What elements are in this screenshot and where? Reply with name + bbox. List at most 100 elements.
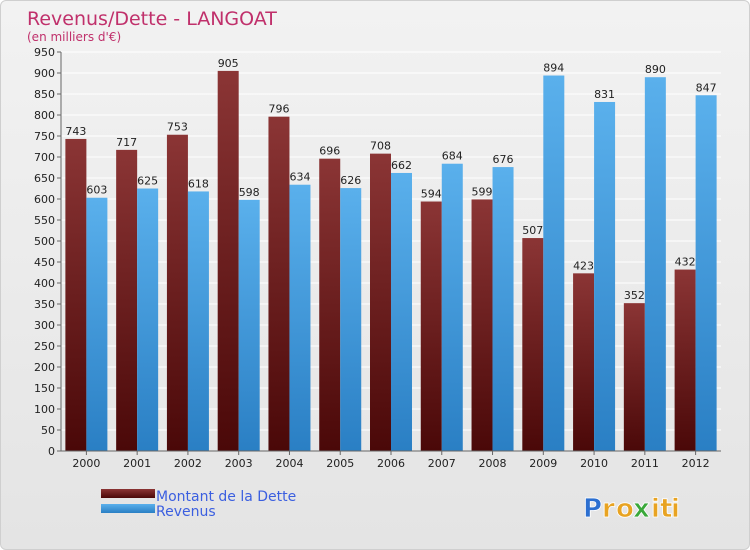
y-tick-label: 200: [34, 361, 55, 374]
bars: 7436037176257536189055987966346966267086…: [65, 57, 717, 452]
logo-letter: P: [583, 494, 602, 524]
bar-revenus: [137, 188, 159, 451]
x-tick-label: 2004: [275, 457, 303, 470]
data-label-debt: 696: [319, 145, 340, 158]
chart-subtitle: (en milliers d'€): [27, 30, 121, 44]
x-tick-label: 2009: [529, 457, 557, 470]
y-tick-label: 150: [34, 382, 55, 395]
x-tick-label: 2003: [225, 457, 253, 470]
bar-debt: [268, 116, 290, 452]
bar-revenus: [695, 95, 717, 451]
y-tick-label: 850: [34, 88, 55, 101]
y-tick-label: 300: [34, 319, 55, 332]
data-label-revenus: 894: [543, 62, 564, 75]
y-tick-label: 750: [34, 130, 55, 143]
x-tick-label: 2010: [580, 457, 608, 470]
legend-swatch-revenus: [101, 504, 155, 513]
data-label-debt: 352: [624, 289, 645, 302]
x-tick-label: 2002: [174, 457, 202, 470]
y-tick-label: 350: [34, 298, 55, 311]
data-label-debt: 753: [167, 121, 188, 134]
bar-debt: [674, 269, 696, 451]
axes: 0 50 100 150 200 250 300 350 400 450 500 550 600 650 7…: [34, 46, 721, 470]
y-tick-label: 250: [34, 340, 55, 353]
y-tick-label: 550: [34, 214, 55, 227]
legend-swatch-debt: [101, 489, 155, 498]
data-label-debt: 717: [116, 136, 137, 149]
data-label-debt: 432: [675, 256, 696, 269]
x-tick-label: 2007: [428, 457, 456, 470]
x-tick-label: 2005: [326, 457, 354, 470]
bar-revenus: [391, 172, 412, 451]
data-label-debt: 743: [65, 125, 86, 138]
bar-revenus: [86, 197, 108, 451]
x-tick-label: 2011: [631, 457, 659, 470]
data-label-revenus: 662: [391, 159, 412, 172]
data-label-revenus: 625: [137, 175, 158, 188]
bar-debt: [522, 238, 544, 451]
legend-label-revenus: Revenus: [156, 504, 216, 520]
bar-revenus: [340, 188, 362, 451]
x-tick-label: 2006: [377, 457, 405, 470]
data-label-revenus: 684: [442, 150, 463, 163]
logo-letter: i: [651, 494, 660, 524]
bar-debt: [573, 273, 595, 451]
y-tick-label: 450: [34, 256, 55, 269]
bar-debt: [65, 138, 87, 451]
logo-letter: x: [633, 494, 650, 524]
bar-revenus: [644, 77, 666, 451]
bar-debt: [370, 153, 391, 451]
legend-label-debt: Montant de la Dette: [156, 489, 296, 505]
bar-revenus: [543, 75, 565, 452]
data-label-revenus: 676: [493, 153, 514, 166]
y-tick-label: 400: [34, 277, 55, 290]
y-tick-label: 600: [34, 193, 55, 206]
data-label-revenus: 890: [645, 63, 666, 76]
bar-revenus: [441, 163, 463, 451]
data-label-debt: 423: [573, 259, 594, 272]
logo-letter: t: [660, 494, 672, 524]
bar-debt: [623, 303, 645, 451]
data-label-revenus: 618: [188, 177, 209, 190]
y-tick-label: 650: [34, 172, 55, 185]
data-label-revenus: 626: [340, 174, 361, 187]
data-label-debt: 708: [370, 140, 391, 153]
bar-debt: [217, 70, 239, 452]
y-tick-label: 50: [41, 424, 55, 437]
bar-debt: [166, 134, 188, 452]
y-tick-label: 800: [34, 109, 55, 122]
logo-letter: r: [602, 494, 615, 524]
data-label-revenus: 634: [289, 171, 310, 184]
bar-debt: [319, 158, 341, 451]
data-label-debt: 905: [218, 57, 239, 70]
x-tick-label: 2008: [479, 457, 507, 470]
bar-debt: [471, 199, 493, 451]
bar-debt: [116, 149, 138, 452]
bar-revenus: [187, 191, 209, 451]
data-label-debt: 796: [268, 103, 289, 116]
data-label-revenus: 847: [696, 81, 717, 94]
y-tick-label: 900: [34, 67, 55, 80]
bar-revenus: [492, 167, 514, 451]
data-label-debt: 507: [522, 224, 543, 237]
bar-revenus: [238, 199, 260, 451]
bar-debt: [420, 201, 442, 451]
y-tick-label: 100: [34, 403, 55, 416]
bar-revenus: [594, 101, 616, 451]
chart-title: Revenus/Dette - LANGOAT: [27, 8, 277, 30]
data-label-debt: 599: [472, 185, 493, 198]
x-tick-label: 2000: [72, 457, 100, 470]
data-label-revenus: 831: [594, 88, 615, 101]
y-tick-label: 950: [34, 46, 55, 59]
data-label-revenus: 603: [86, 184, 107, 197]
y-tick-label: 700: [34, 151, 55, 164]
bar-revenus: [289, 184, 311, 451]
data-label-revenus: 598: [239, 186, 260, 199]
logo-letter: o: [616, 494, 634, 524]
data-label-debt: 594: [421, 188, 442, 201]
logo-letter: i: [671, 494, 680, 524]
y-tick-label: 0: [48, 445, 55, 458]
x-tick-label: 2001: [123, 457, 151, 470]
